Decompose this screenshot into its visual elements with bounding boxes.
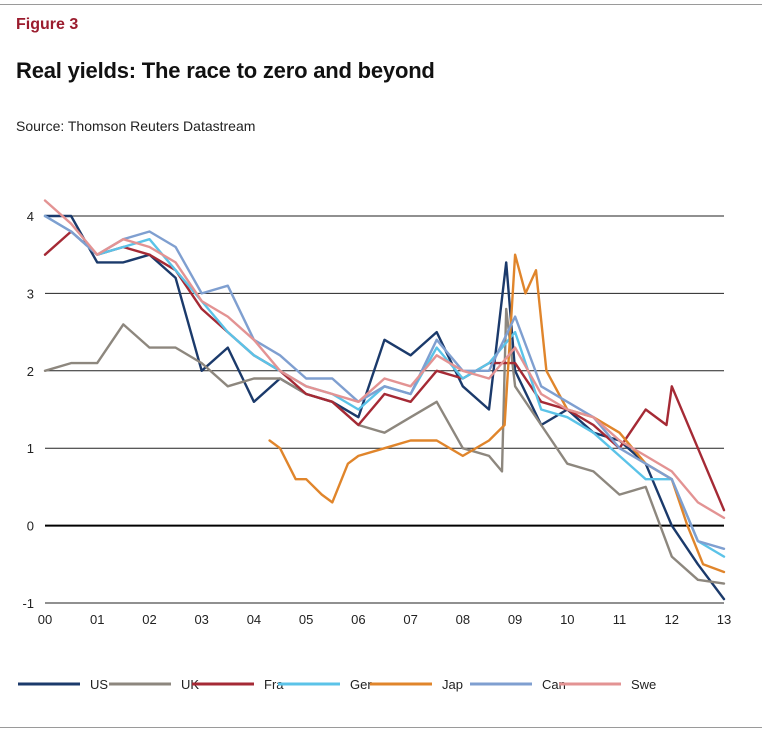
legend-label: Jap	[442, 677, 463, 692]
legend-item-ger: Ger	[278, 677, 372, 692]
x-tick-label: 03	[194, 612, 208, 627]
y-tick-label: 2	[27, 364, 34, 379]
y-axis-ticks: -1 0 1 2 3 4	[22, 209, 34, 611]
legend-item-can: Can	[470, 677, 566, 692]
x-tick-label: 08	[456, 612, 470, 627]
gridlines	[45, 215, 724, 604]
y-tick-label: 3	[27, 286, 34, 301]
x-tick-label: 11	[613, 612, 627, 627]
series-line-uk	[43, 307, 726, 585]
legend-label: Swe	[631, 677, 656, 692]
top-rule	[0, 4, 762, 5]
x-tick-label: 01	[90, 612, 104, 627]
series-line-swe	[43, 199, 726, 520]
legend-label: Ger	[350, 677, 372, 692]
legend-item-uk: UK	[109, 677, 199, 692]
series-line-us	[43, 214, 726, 601]
series-line-can	[43, 214, 726, 550]
x-tick-label: 09	[508, 612, 522, 627]
x-axis-ticks: 00 01 02 03 04 05 06 07 08 09 10 11 12 13	[38, 612, 731, 627]
legend-item-us: US	[18, 677, 108, 692]
legend-label: Can	[542, 677, 566, 692]
y-tick-label: 4	[27, 209, 34, 224]
source-note: Source: Thomson Reuters Datastream	[16, 118, 256, 134]
bottom-rule	[0, 727, 762, 728]
legend-item-fra: Fra	[192, 677, 284, 692]
x-tick-label: 05	[299, 612, 313, 627]
legend-label: US	[90, 677, 108, 692]
series-lines	[43, 199, 726, 601]
legend-item-jap: Jap	[370, 677, 463, 692]
x-tick-label: 02	[142, 612, 156, 627]
legend-item-swe: Swe	[559, 677, 656, 692]
x-tick-label: 10	[560, 612, 574, 627]
legend: US UK Fra Ger Jap Can Swe	[18, 677, 656, 692]
x-tick-label: 12	[665, 612, 679, 627]
y-tick-label: 0	[27, 519, 34, 534]
legend-label: UK	[181, 677, 199, 692]
series-line-fra	[43, 230, 726, 512]
x-tick-label: 06	[351, 612, 365, 627]
x-tick-label: 04	[247, 612, 261, 627]
y-tick-label: 1	[27, 441, 34, 456]
series-line-jap	[268, 253, 726, 574]
x-tick-label: 00	[38, 612, 52, 627]
figure-label: Figure 3	[16, 16, 79, 33]
x-tick-label: 13	[717, 612, 731, 627]
chart-title: Real yields: The race to zero and beyond	[16, 58, 435, 83]
x-tick-label: 07	[403, 612, 417, 627]
legend-label: Fra	[264, 677, 284, 692]
y-tick-label: -1	[22, 596, 34, 611]
